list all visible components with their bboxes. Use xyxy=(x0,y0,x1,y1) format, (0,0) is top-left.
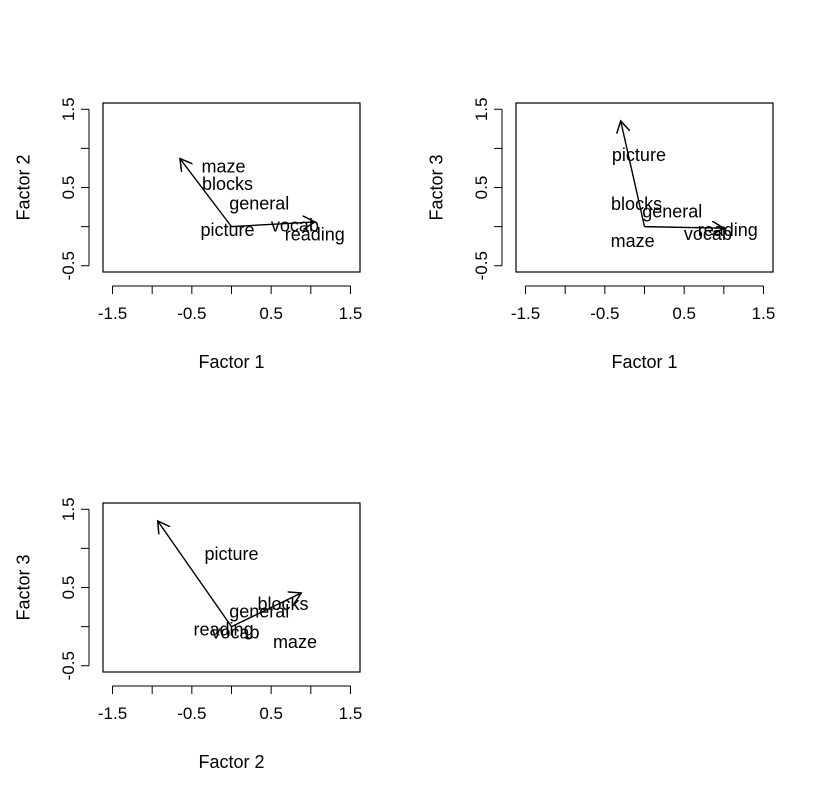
y-tick-label: 1.5 xyxy=(59,497,78,521)
variable-label: blocks xyxy=(258,594,309,614)
y-tick-label: 1.5 xyxy=(59,97,78,121)
y-axis-title: Factor 3 xyxy=(426,154,446,220)
loading-arrow xyxy=(621,121,646,227)
y-axis-title: Factor 2 xyxy=(13,154,33,220)
plot-frame xyxy=(102,502,361,673)
loading-arrow xyxy=(231,593,302,628)
y-tick-label: 0.5 xyxy=(472,176,491,200)
variable-label: blocks xyxy=(202,174,253,194)
variable-label: vocab xyxy=(684,224,732,244)
plot-frame xyxy=(102,102,361,273)
variable-label: general xyxy=(642,201,702,221)
x-axis-title: Factor 1 xyxy=(611,352,677,372)
variable-label: reading xyxy=(194,619,254,639)
x-tick-label: -0.5 xyxy=(590,304,619,323)
x-tick-label: -1.5 xyxy=(511,304,540,323)
x-tick-label: -0.5 xyxy=(177,704,206,723)
loading-arrow xyxy=(644,227,724,229)
y-tick-label: 0.5 xyxy=(59,176,78,200)
x-tick-label: -1.5 xyxy=(98,304,127,323)
x-tick-label: -1.5 xyxy=(98,704,127,723)
y-tick-label: 0.5 xyxy=(59,576,78,600)
x-tick-label: 0.5 xyxy=(259,304,283,323)
x-tick-label: 0.5 xyxy=(259,704,283,723)
x-tick-label: 1.5 xyxy=(339,704,363,723)
x-axis-title: Factor 1 xyxy=(198,352,264,372)
variable-label: picture xyxy=(201,220,255,240)
loading-arrow xyxy=(180,159,233,228)
y-tick-label: 1.5 xyxy=(472,97,491,121)
y-axis-title: Factor 3 xyxy=(13,554,33,620)
loading-arrow xyxy=(231,222,315,227)
variable-label: general xyxy=(229,601,289,621)
variable-label: maze xyxy=(611,231,655,251)
loading-arrow xyxy=(158,521,233,628)
plot-frame xyxy=(515,102,774,273)
variable-label: reading xyxy=(285,225,345,245)
variable-label: vocab xyxy=(211,622,259,642)
y-tick-label: -0.5 xyxy=(59,251,78,280)
variable-label: picture xyxy=(204,544,258,564)
variable-label: general xyxy=(229,193,289,213)
x-tick-label: 1.5 xyxy=(339,304,363,323)
variable-label: maze xyxy=(202,157,246,177)
variable-label: vocab xyxy=(271,215,319,235)
x-tick-label: 0.5 xyxy=(672,304,696,323)
y-tick-label: -0.5 xyxy=(59,651,78,680)
x-tick-label: -0.5 xyxy=(177,304,206,323)
x-tick-label: 1.5 xyxy=(752,304,776,323)
variable-label: maze xyxy=(273,632,317,652)
variable-label: blocks xyxy=(611,194,662,214)
x-axis-title: Factor 2 xyxy=(198,752,264,772)
y-tick-label: -0.5 xyxy=(472,251,491,280)
variable-label: picture xyxy=(612,145,666,165)
variable-label: reading xyxy=(698,220,758,240)
